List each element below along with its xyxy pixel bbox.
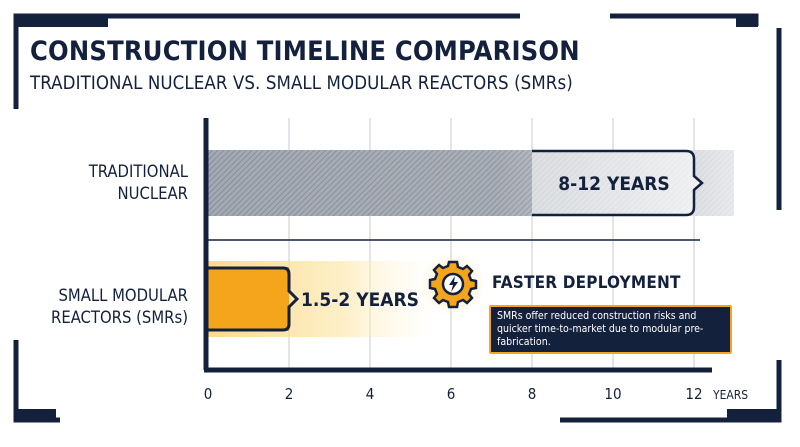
x-tick-label: 6 [447,385,456,403]
category-label-line: REACTORS (SMRs) [51,308,188,327]
frame-decoration [13,13,782,423]
x-tick-label: 12 [685,385,702,403]
chart-subtitle: TRADITIONAL NUCLEAR VS. SMALL MODULAR RE… [30,73,573,94]
category-label-smr: SMALL MODULAR REACTORS (SMRs) [8,285,188,329]
callout-title: FASTER DEPLOYMENT [492,273,681,293]
x-tick-label: 2 [285,385,294,403]
category-label-line: TRADITIONAL [88,162,188,181]
x-axis-label: YEARS [712,388,748,402]
category-label-line: SMALL MODULAR [58,286,188,305]
category-label-line: NUCLEAR [117,184,188,203]
range-bracket-smr [208,266,300,332]
data-label-smr: 1.5-2 YEARS [301,289,419,311]
bar-smr [208,267,289,331]
gear-lightning-icon [421,252,485,316]
callout-text-box: SMRs offer reduced construction risks an… [489,305,732,354]
x-tick-label: 10 [604,385,621,403]
x-tick-label: 0 [204,385,213,403]
category-label-traditional: TRADITIONAL NUCLEAR [8,161,188,205]
x-tick-label: 8 [528,385,537,403]
x-tick-label: 4 [366,385,375,403]
data-label-traditional: 8-12 YEARS [558,173,670,195]
range-bracket-traditional [532,149,704,217]
chart-title: CONSTRUCTION TIMELINE COMPARISON [30,36,580,67]
